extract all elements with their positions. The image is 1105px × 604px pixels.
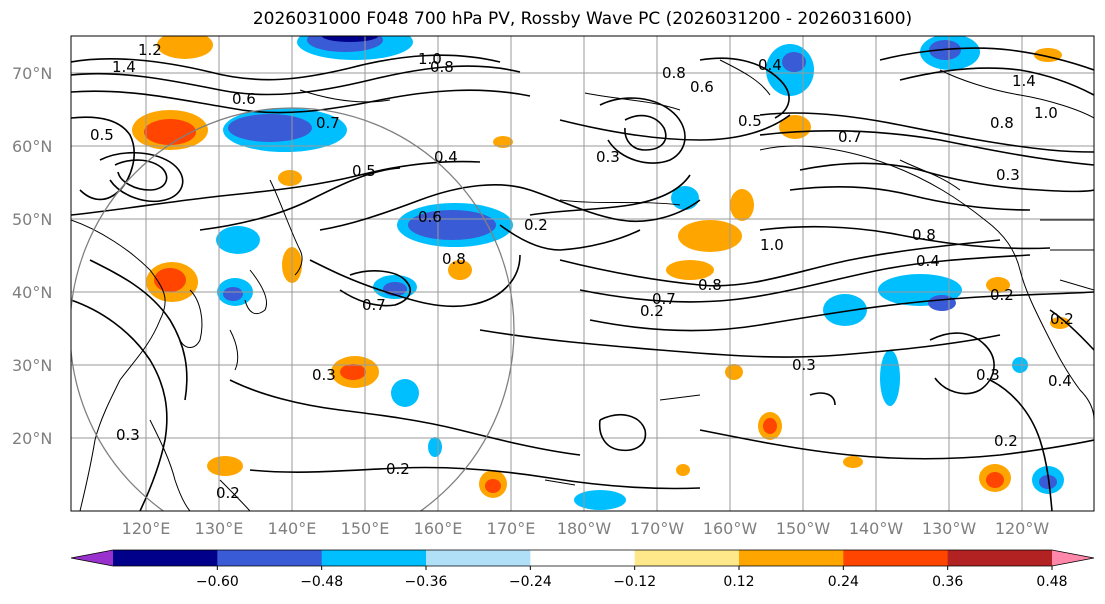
contour-label: 0.8 — [912, 226, 936, 244]
contour-label: 0.7 — [652, 290, 676, 308]
lon-label: 170°W — [630, 519, 685, 538]
colorbar-segment — [426, 550, 531, 566]
contour-label: 0.6 — [232, 90, 256, 108]
map-frame — [70, 35, 1095, 512]
contour-label: 0.3 — [996, 166, 1020, 184]
contour-label: 0.2 — [524, 216, 548, 234]
colorbar-tick-label: −0.12 — [613, 574, 656, 590]
colorbar-tick-label: 0.36 — [932, 574, 963, 590]
contour-label: 0.7 — [838, 128, 862, 146]
contour-label: 0.4 — [434, 148, 458, 166]
contour-label: 0.7 — [316, 114, 340, 132]
colorbar: −0.60 −0.48 −0.36 −0.24 −0.12 0.12 0.24 0.36 0.4… — [70, 549, 1095, 590]
lat-label: 70°N — [12, 64, 52, 83]
colorbar-tick-label: −0.24 — [509, 574, 552, 590]
lon-label: 160°E — [414, 519, 463, 538]
graticule — [71, 36, 1094, 511]
contour-label: 1.4 — [1012, 72, 1036, 90]
contour-label: 0.4 — [758, 56, 782, 74]
colorbar-segment — [530, 550, 636, 566]
lon-label: 140°W — [849, 519, 904, 538]
contour-label: 0.3 — [116, 426, 140, 444]
colorbar-tick-label: −0.36 — [405, 574, 448, 590]
lat-label: 30°N — [12, 356, 52, 375]
contour-label: 0.4 — [916, 252, 940, 270]
radius-circle — [71, 107, 515, 511]
negative-anomaly-shading — [216, 36, 1064, 510]
contour-label: 0.8 — [430, 58, 454, 76]
contour-label: 0.2 — [640, 302, 664, 320]
colorbar-segment — [843, 550, 949, 566]
lon-label: 160°W — [703, 519, 758, 538]
lat-label: 50°N — [12, 210, 52, 229]
contour-label: 1.4 — [112, 58, 136, 76]
contour-label: 0.3 — [312, 366, 336, 384]
colorbar-segment — [739, 550, 844, 566]
contour-label: 0.2 — [216, 484, 240, 502]
lat-label: 40°N — [12, 283, 52, 302]
latitude-labels: 70°N 60°N 50°N 40°N 30°N 20°N — [12, 64, 52, 448]
colorbar-tick-label: 0.24 — [828, 574, 859, 590]
contour-label: 1.0 — [418, 50, 442, 68]
contour-label: 0.6 — [690, 78, 714, 96]
lat-label: 60°N — [12, 137, 52, 156]
contour-label: 0.3 — [976, 366, 1000, 384]
contour-label: 0.2 — [1050, 310, 1074, 328]
contour-label: 0.5 — [352, 162, 376, 180]
colorbar-segment — [217, 550, 323, 566]
contour-label: 1.0 — [1034, 104, 1058, 122]
lon-label: 140°E — [268, 519, 317, 538]
colorbar-segment — [321, 550, 427, 566]
lon-label: 130°E — [195, 519, 244, 538]
colorbar-extend-low — [71, 550, 113, 566]
coastlines — [71, 59, 1094, 511]
map-title: 2026031000 F048 700 hPa PV, Rossby Wave … — [252, 9, 913, 29]
contour-label: 0.2 — [994, 432, 1018, 450]
contour-label: 1.0 — [760, 236, 784, 254]
contour-label: 0.2 — [386, 460, 410, 478]
longitude-labels: 120°E 130°E 140°E 150°E 160°E 170°E 180°… — [122, 519, 1050, 538]
colorbar-outline — [70, 549, 1095, 567]
colorbar-segment — [947, 550, 1053, 566]
colorbar-segment — [634, 550, 740, 566]
colorbar-tick-label: −0.60 — [196, 574, 239, 590]
contour-label: 0.8 — [698, 276, 722, 294]
contour-labels: 1.4 1.2 0.5 0.6 1.0 0.8 0.4 0.7 0.5 0.8 … — [90, 41, 1074, 502]
colorbar-segment — [113, 550, 218, 566]
contour-label: 0.3 — [596, 148, 620, 166]
lon-label: 150°E — [341, 519, 390, 538]
lon-label: 120°E — [122, 519, 171, 538]
lon-label: 120°W — [995, 519, 1050, 538]
lon-label: 130°W — [922, 519, 977, 538]
contour-label: 0.3 — [792, 356, 816, 374]
contour-label: 0.8 — [990, 114, 1014, 132]
contour-label: 0.4 — [1048, 372, 1072, 390]
colorbar-tick-label: 0.12 — [723, 574, 754, 590]
lat-label: 20°N — [12, 429, 52, 448]
colorbar-tick-label: 0.48 — [1036, 574, 1067, 590]
contour-label: 0.5 — [738, 112, 762, 130]
pv-contours — [71, 47, 1094, 511]
lon-label: 180°W — [557, 519, 612, 538]
contour-label: 0.5 — [90, 126, 114, 144]
contour-label: 1.2 — [138, 41, 162, 59]
contour-label: 0.6 — [418, 208, 442, 226]
lon-label: 150°W — [776, 519, 831, 538]
contour-label: 0.8 — [442, 250, 466, 268]
colorbar-extend-high — [1052, 550, 1094, 566]
contour-label: 0.2 — [990, 286, 1014, 304]
lon-label: 170°E — [487, 519, 536, 538]
colorbar-tick-label: −0.48 — [300, 574, 343, 590]
contour-label: 0.8 — [662, 64, 686, 82]
contour-label: 0.7 — [362, 296, 386, 314]
